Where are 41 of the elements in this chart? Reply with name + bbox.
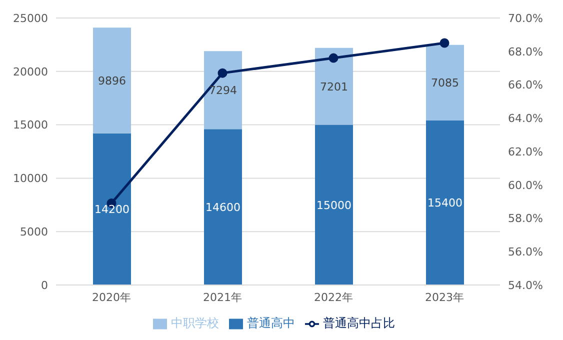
- data-label: 7294: [209, 84, 237, 98]
- legend-label: 普通高中占比: [323, 316, 395, 330]
- bar: [315, 48, 353, 125]
- point: [328, 53, 338, 63]
- legend-label: 中职学校: [171, 316, 219, 330]
- y2-tick-label: 68.0%: [508, 45, 543, 58]
- bar: [426, 120, 464, 285]
- point: [218, 68, 228, 78]
- y2-tick-label: 66.0%: [508, 78, 543, 92]
- x-tick-label: 2023年: [425, 290, 464, 304]
- y2-tick-label: 70.0%: [508, 12, 543, 25]
- y-tick-label: 20000: [13, 65, 48, 78]
- y2-tick-label: 60.0%: [508, 178, 543, 192]
- data-label: 14600: [206, 200, 240, 214]
- y-tick-label: 5000: [20, 226, 48, 239]
- bar: [204, 129, 242, 285]
- bar: [426, 44, 464, 121]
- data-label: 15000: [316, 198, 352, 212]
- x-tick-label: 2020年: [92, 290, 131, 304]
- legend-label: 普通高中: [247, 316, 295, 330]
- y2-tick-label: 64.0%: [508, 112, 543, 126]
- bar: [93, 133, 131, 285]
- y2-tick-label: 58.0%: [508, 212, 543, 226]
- y-tick-label: 15000: [13, 118, 48, 132]
- data-label: 15400: [428, 196, 462, 210]
- data-label: 9896: [98, 74, 126, 88]
- y-tick-label: 0: [41, 278, 48, 292]
- x-tick-label: 2021年: [203, 290, 242, 304]
- point: [440, 38, 450, 48]
- y-tick-label: 25000: [13, 12, 48, 25]
- bar: [93, 28, 131, 134]
- y-tick-label: 10000: [13, 172, 48, 186]
- data-label: 7085: [431, 76, 459, 90]
- bar: [204, 51, 242, 130]
- data-label: 14200: [94, 203, 130, 216]
- y2-tick-label: 56.0%: [508, 246, 543, 259]
- y2-tick-label: 54.0%: [508, 278, 543, 292]
- x-tick-label: 2022年: [314, 290, 353, 304]
- data-label: 7201: [320, 80, 348, 94]
- bar: [315, 124, 353, 285]
- y2-tick-label: 62.0%: [508, 145, 543, 158]
